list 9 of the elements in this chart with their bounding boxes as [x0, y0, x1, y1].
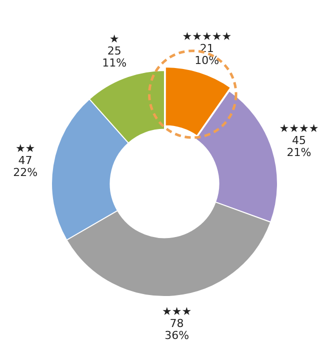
data-label: 47 22% [13, 154, 38, 179]
slice-label: ★★★ [162, 304, 192, 318]
data-label: 45 21% [286, 134, 312, 159]
slice-label: ★★★★ [279, 122, 319, 135]
slice-label: ★ [109, 32, 120, 46]
slice-label: ★★★★★ [182, 30, 232, 43]
slice-label: ★★ [15, 142, 36, 155]
data-label: 78 36% [164, 316, 190, 342]
data-label: 25 11% [102, 44, 127, 70]
